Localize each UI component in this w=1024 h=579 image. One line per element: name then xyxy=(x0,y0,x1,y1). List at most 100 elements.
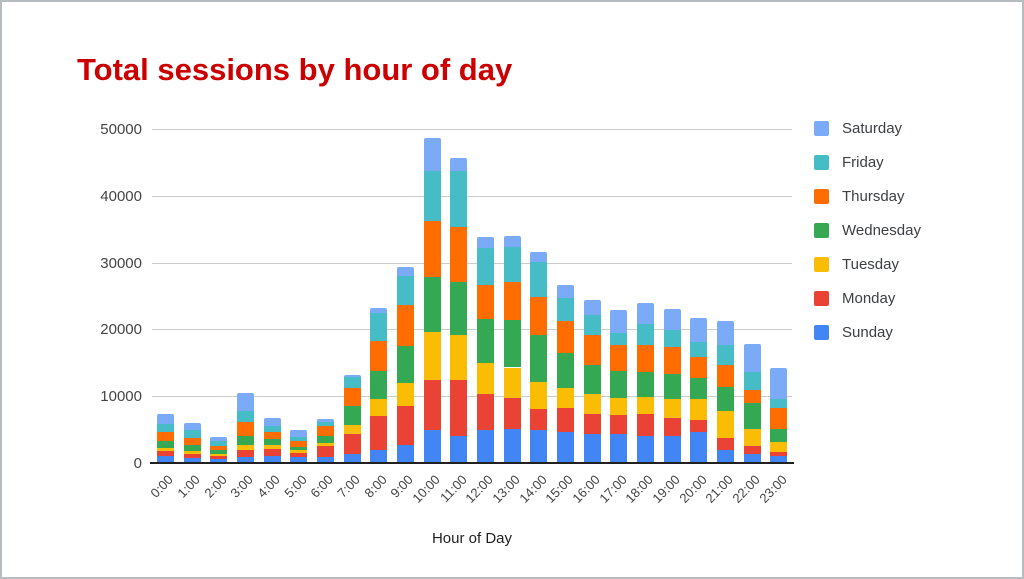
bar-segment-friday-14:00[interactable] xyxy=(530,261,548,298)
bar-segment-friday-11:00[interactable] xyxy=(450,171,468,227)
bar-segment-friday-22:00[interactable] xyxy=(743,372,761,390)
bar-segment-monday-19:00[interactable] xyxy=(663,417,681,437)
bar-segment-monday-21:00[interactable] xyxy=(716,438,734,451)
bar-segment-thursday-18:00[interactable] xyxy=(636,344,654,373)
bar-segment-monday-3:00[interactable] xyxy=(236,449,254,458)
bar-segment-wednesday-9:00[interactable] xyxy=(396,346,414,383)
bar-segment-friday-10:00[interactable] xyxy=(423,171,441,222)
bar-segment-wednesday-21:00[interactable] xyxy=(716,386,734,411)
bar-segment-monday-14:00[interactable] xyxy=(530,408,548,430)
bar-segment-monday-20:00[interactable] xyxy=(690,419,708,433)
bar-segment-saturday-2:00[interactable] xyxy=(210,436,228,442)
bar-segment-saturday-10:00[interactable] xyxy=(423,138,441,172)
bar-segment-friday-18:00[interactable] xyxy=(636,324,654,345)
bar-segment-thursday-19:00[interactable] xyxy=(663,346,681,374)
bar-segment-monday-18:00[interactable] xyxy=(636,414,654,436)
bar-segment-sunday-20:00[interactable] xyxy=(690,432,708,463)
bar-segment-tuesday-11:00[interactable] xyxy=(450,334,468,380)
bar-segment-wednesday-12:00[interactable] xyxy=(476,318,494,364)
bar-segment-friday-2:00[interactable] xyxy=(210,441,228,446)
bar-segment-thursday-23:00[interactable] xyxy=(770,407,788,429)
bar-segment-saturday-9:00[interactable] xyxy=(396,266,414,276)
bar-segment-tuesday-3:00[interactable] xyxy=(236,444,254,450)
bar-segment-sunday-2:00[interactable] xyxy=(210,458,228,463)
bar-segment-saturday-6:00[interactable] xyxy=(316,418,334,422)
bar-segment-sunday-1:00[interactable] xyxy=(183,457,201,463)
bar-segment-monday-23:00[interactable] xyxy=(770,452,788,457)
bar-segment-wednesday-19:00[interactable] xyxy=(663,373,681,399)
bar-segment-wednesday-4:00[interactable] xyxy=(263,438,281,445)
bar-segment-thursday-17:00[interactable] xyxy=(610,345,628,371)
bar-segment-wednesday-18:00[interactable] xyxy=(636,372,654,397)
bar-segment-monday-6:00[interactable] xyxy=(316,446,334,457)
bar-segment-friday-6:00[interactable] xyxy=(316,421,334,427)
bar-segment-thursday-11:00[interactable] xyxy=(450,226,468,282)
bar-segment-thursday-0:00[interactable] xyxy=(156,431,174,441)
bar-segment-friday-1:00[interactable] xyxy=(183,430,201,438)
bar-segment-friday-9:00[interactable] xyxy=(396,275,414,306)
bar-segment-monday-8:00[interactable] xyxy=(370,415,388,451)
bar-segment-saturday-8:00[interactable] xyxy=(370,308,388,314)
bar-segment-tuesday-10:00[interactable] xyxy=(423,332,441,381)
bar-segment-friday-0:00[interactable] xyxy=(156,423,174,432)
bar-segment-tuesday-13:00[interactable] xyxy=(503,367,521,399)
bar-segment-friday-16:00[interactable] xyxy=(583,315,601,335)
bar-segment-friday-20:00[interactable] xyxy=(690,342,708,357)
bar-segment-sunday-23:00[interactable] xyxy=(770,456,788,463)
bar-segment-wednesday-5:00[interactable] xyxy=(290,446,308,451)
bar-segment-friday-4:00[interactable] xyxy=(263,426,281,432)
bar-segment-saturday-14:00[interactable] xyxy=(530,251,548,262)
bar-segment-monday-17:00[interactable] xyxy=(610,414,628,434)
bar-segment-sunday-11:00[interactable] xyxy=(450,435,468,463)
bar-segment-thursday-7:00[interactable] xyxy=(343,387,361,407)
bar-segment-saturday-17:00[interactable] xyxy=(610,310,628,333)
bar-segment-wednesday-14:00[interactable] xyxy=(530,335,548,382)
bar-segment-saturday-22:00[interactable] xyxy=(743,344,761,373)
bar-segment-wednesday-20:00[interactable] xyxy=(690,377,708,399)
bar-segment-wednesday-6:00[interactable] xyxy=(316,436,334,443)
bar-segment-sunday-16:00[interactable] xyxy=(583,434,601,463)
bar-segment-tuesday-17:00[interactable] xyxy=(610,398,628,415)
bar-segment-saturday-1:00[interactable] xyxy=(183,422,201,431)
bar-segment-friday-5:00[interactable] xyxy=(290,436,308,442)
bar-segment-sunday-7:00[interactable] xyxy=(343,453,361,463)
bar-segment-wednesday-8:00[interactable] xyxy=(370,370,388,399)
bar-segment-thursday-10:00[interactable] xyxy=(423,221,441,277)
bar-segment-thursday-6:00[interactable] xyxy=(316,426,334,437)
bar-segment-monday-22:00[interactable] xyxy=(743,445,761,454)
bar-segment-tuesday-9:00[interactable] xyxy=(396,382,414,407)
bar-segment-monday-13:00[interactable] xyxy=(503,398,521,429)
bar-segment-friday-7:00[interactable] xyxy=(343,376,361,388)
bar-segment-thursday-8:00[interactable] xyxy=(370,340,388,371)
bar-segment-sunday-13:00[interactable] xyxy=(503,428,521,463)
bar-segment-sunday-14:00[interactable] xyxy=(530,429,548,463)
bar-segment-wednesday-16:00[interactable] xyxy=(583,365,601,395)
bar-segment-wednesday-7:00[interactable] xyxy=(343,406,361,425)
bar-segment-saturday-0:00[interactable] xyxy=(156,413,174,424)
bar-segment-sunday-9:00[interactable] xyxy=(396,444,414,463)
bar-segment-friday-8:00[interactable] xyxy=(370,313,388,341)
bar-segment-friday-17:00[interactable] xyxy=(610,332,628,346)
bar-segment-tuesday-1:00[interactable] xyxy=(183,450,201,454)
bar-segment-tuesday-18:00[interactable] xyxy=(636,396,654,415)
bar-segment-wednesday-13:00[interactable] xyxy=(503,320,521,368)
bar-segment-friday-12:00[interactable] xyxy=(476,247,494,285)
bar-segment-sunday-15:00[interactable] xyxy=(556,431,574,463)
bar-segment-tuesday-2:00[interactable] xyxy=(210,454,228,457)
bar-segment-thursday-2:00[interactable] xyxy=(210,445,228,451)
bar-segment-monday-4:00[interactable] xyxy=(263,448,281,456)
bar-segment-thursday-15:00[interactable] xyxy=(556,321,574,353)
bar-segment-tuesday-8:00[interactable] xyxy=(370,398,388,416)
bar-segment-friday-15:00[interactable] xyxy=(556,298,574,322)
bar-segment-thursday-13:00[interactable] xyxy=(503,282,521,321)
bar-segment-monday-5:00[interactable] xyxy=(290,453,308,457)
bar-segment-monday-16:00[interactable] xyxy=(583,414,601,435)
bar-segment-wednesday-11:00[interactable] xyxy=(450,281,468,335)
bar-segment-tuesday-16:00[interactable] xyxy=(583,394,601,415)
bar-segment-saturday-23:00[interactable] xyxy=(770,367,788,399)
bar-segment-monday-10:00[interactable] xyxy=(423,380,441,430)
bar-segment-saturday-18:00[interactable] xyxy=(636,303,654,325)
bar-segment-tuesday-21:00[interactable] xyxy=(716,410,734,439)
bar-segment-wednesday-17:00[interactable] xyxy=(610,370,628,399)
bar-segment-monday-9:00[interactable] xyxy=(396,406,414,445)
